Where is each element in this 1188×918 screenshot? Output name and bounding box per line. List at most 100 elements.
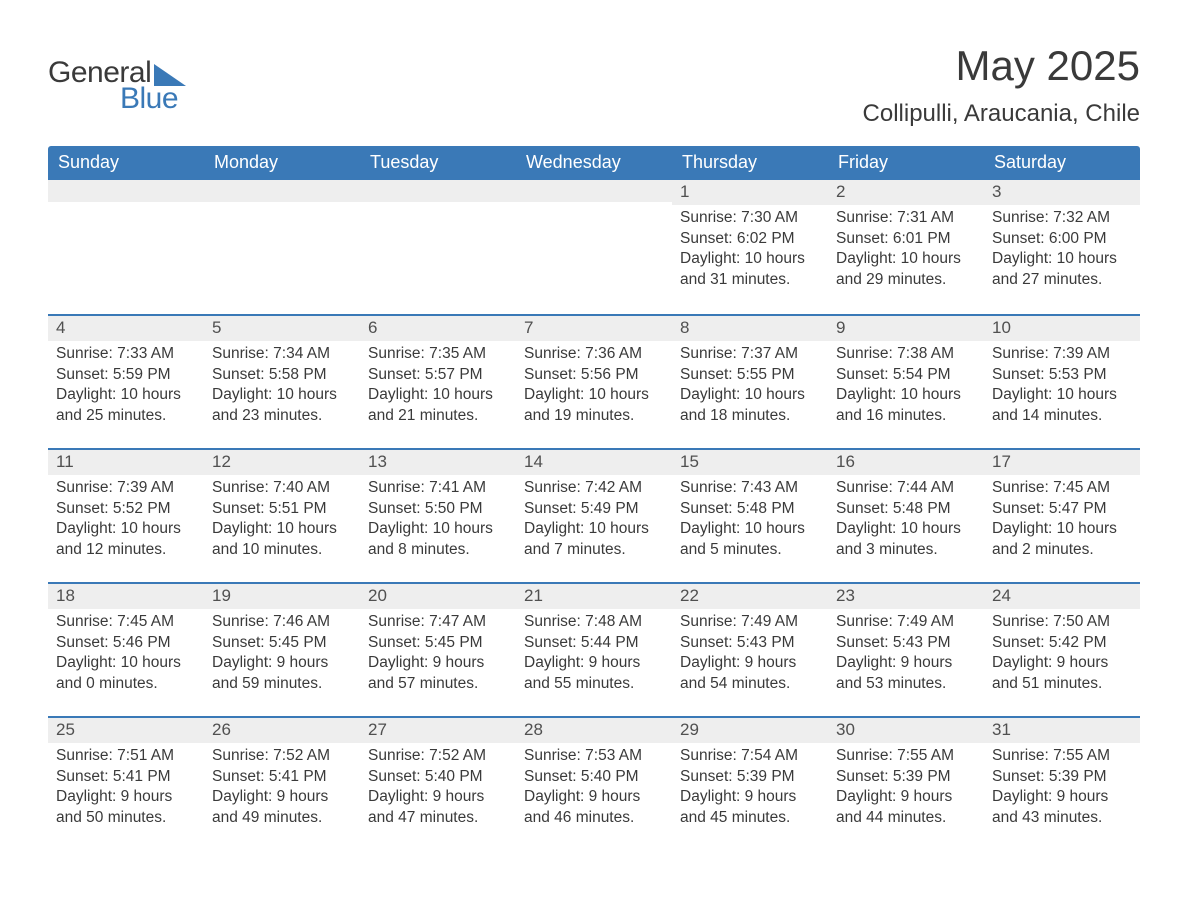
day-number: 6 bbox=[360, 316, 516, 341]
cell-text-line: and 57 minutes. bbox=[368, 674, 508, 694]
cell-text-line: and 18 minutes. bbox=[680, 406, 820, 426]
cell-text-line: Sunset: 5:48 PM bbox=[836, 499, 976, 519]
calendar-cell: 27Sunrise: 7:52 AMSunset: 5:40 PMDayligh… bbox=[360, 716, 516, 850]
day-number: 16 bbox=[828, 450, 984, 475]
cell-text-line: and 14 minutes. bbox=[992, 406, 1132, 426]
cell-text-line: and 44 minutes. bbox=[836, 808, 976, 828]
cell-text-line: and 19 minutes. bbox=[524, 406, 664, 426]
cell-text-line: Sunset: 5:39 PM bbox=[680, 767, 820, 787]
cell-text-line: and 54 minutes. bbox=[680, 674, 820, 694]
calendar-cell bbox=[516, 180, 672, 314]
cell-text-line: Sunrise: 7:44 AM bbox=[836, 478, 976, 498]
day-number: 3 bbox=[984, 180, 1140, 205]
cell-text-line: Sunset: 5:58 PM bbox=[212, 365, 352, 385]
day-number: 21 bbox=[516, 584, 672, 609]
cell-text-line: and 7 minutes. bbox=[524, 540, 664, 560]
day-number: 8 bbox=[672, 316, 828, 341]
calendar-cell: 19Sunrise: 7:46 AMSunset: 5:45 PMDayligh… bbox=[204, 582, 360, 716]
day-number: 27 bbox=[360, 718, 516, 743]
cell-text-line: Sunrise: 7:31 AM bbox=[836, 208, 976, 228]
cell-text-line: and 16 minutes. bbox=[836, 406, 976, 426]
calendar-cell: 21Sunrise: 7:48 AMSunset: 5:44 PMDayligh… bbox=[516, 582, 672, 716]
cell-text-line: Sunrise: 7:41 AM bbox=[368, 478, 508, 498]
cell-text-line: Daylight: 10 hours bbox=[368, 519, 508, 539]
cell-text-line: Sunset: 5:40 PM bbox=[524, 767, 664, 787]
cell-text-line: Sunrise: 7:40 AM bbox=[212, 478, 352, 498]
cell-text-line: and 51 minutes. bbox=[992, 674, 1132, 694]
day-number: 13 bbox=[360, 450, 516, 475]
day-number: 14 bbox=[516, 450, 672, 475]
cell-text-line: Sunrise: 7:55 AM bbox=[992, 746, 1132, 766]
cell-text-line: Sunset: 5:52 PM bbox=[56, 499, 196, 519]
day-number: 31 bbox=[984, 718, 1140, 743]
cell-text-line: and 53 minutes. bbox=[836, 674, 976, 694]
calendar-cell: 29Sunrise: 7:54 AMSunset: 5:39 PMDayligh… bbox=[672, 716, 828, 850]
cell-text-line: Sunrise: 7:36 AM bbox=[524, 344, 664, 364]
title-block: May 2025 Collipulli, Araucania, Chile bbox=[863, 42, 1140, 128]
calendar-cell: 23Sunrise: 7:49 AMSunset: 5:43 PMDayligh… bbox=[828, 582, 984, 716]
cell-text-line: Daylight: 10 hours bbox=[836, 249, 976, 269]
cell-text-line: Sunrise: 7:32 AM bbox=[992, 208, 1132, 228]
cell-text-line: Daylight: 10 hours bbox=[368, 385, 508, 405]
cell-text-line: Sunrise: 7:39 AM bbox=[992, 344, 1132, 364]
cell-text-line: and 8 minutes. bbox=[368, 540, 508, 560]
calendar-cell: 28Sunrise: 7:53 AMSunset: 5:40 PMDayligh… bbox=[516, 716, 672, 850]
day-number: 23 bbox=[828, 584, 984, 609]
cell-text-line: Sunrise: 7:51 AM bbox=[56, 746, 196, 766]
cell-text-line: Sunset: 5:55 PM bbox=[680, 365, 820, 385]
cell-text-line: Sunset: 5:41 PM bbox=[56, 767, 196, 787]
cell-text-line: Sunrise: 7:49 AM bbox=[680, 612, 820, 632]
cell-text-line: Sunrise: 7:43 AM bbox=[680, 478, 820, 498]
cell-text-line: and 45 minutes. bbox=[680, 808, 820, 828]
weekday-header: Thursday bbox=[672, 146, 828, 180]
cell-text-line: Sunset: 6:02 PM bbox=[680, 229, 820, 249]
cell-text-line: Daylight: 9 hours bbox=[680, 653, 820, 673]
cell-text-line: and 31 minutes. bbox=[680, 270, 820, 290]
day-number: 9 bbox=[828, 316, 984, 341]
weekday-header: Sunday bbox=[48, 146, 204, 180]
calendar-cell: 20Sunrise: 7:47 AMSunset: 5:45 PMDayligh… bbox=[360, 582, 516, 716]
day-number: 10 bbox=[984, 316, 1140, 341]
cell-text-line: Sunset: 5:53 PM bbox=[992, 365, 1132, 385]
calendar-cell: 12Sunrise: 7:40 AMSunset: 5:51 PMDayligh… bbox=[204, 448, 360, 582]
calendar-cell: 14Sunrise: 7:42 AMSunset: 5:49 PMDayligh… bbox=[516, 448, 672, 582]
day-number: 20 bbox=[360, 584, 516, 609]
calendar-week: 18Sunrise: 7:45 AMSunset: 5:46 PMDayligh… bbox=[48, 582, 1140, 716]
cell-text-line: Daylight: 9 hours bbox=[992, 787, 1132, 807]
cell-text-line: and 23 minutes. bbox=[212, 406, 352, 426]
cell-text-line: Sunset: 5:45 PM bbox=[368, 633, 508, 653]
cell-text-line: Daylight: 9 hours bbox=[212, 653, 352, 673]
calendar-cell: 2Sunrise: 7:31 AMSunset: 6:01 PMDaylight… bbox=[828, 180, 984, 314]
page-location: Collipulli, Araucania, Chile bbox=[863, 100, 1140, 128]
day-number: 26 bbox=[204, 718, 360, 743]
cell-text-line: Sunset: 5:43 PM bbox=[836, 633, 976, 653]
cell-text-line: Sunset: 5:56 PM bbox=[524, 365, 664, 385]
cell-text-line: Sunset: 5:46 PM bbox=[56, 633, 196, 653]
day-number: 19 bbox=[204, 584, 360, 609]
day-number bbox=[204, 180, 360, 202]
cell-text-line: Daylight: 10 hours bbox=[56, 653, 196, 673]
calendar-week: 4Sunrise: 7:33 AMSunset: 5:59 PMDaylight… bbox=[48, 314, 1140, 448]
calendar-cell: 10 Sunrise: 7:39 AMSunset: 5:53 PMDayligh… bbox=[984, 314, 1140, 448]
calendar-cell: 30Sunrise: 7:55 AMSunset: 5:39 PMDayligh… bbox=[828, 716, 984, 850]
page-header: General Blue May 2025 Collipulli, Arauca… bbox=[48, 42, 1140, 128]
day-number: 4 bbox=[48, 316, 204, 341]
weekday-header: Wednesday bbox=[516, 146, 672, 180]
cell-text-line: Sunrise: 7:52 AM bbox=[368, 746, 508, 766]
cell-text-line: Daylight: 10 hours bbox=[836, 385, 976, 405]
cell-text-line: Sunrise: 7:30 AM bbox=[680, 208, 820, 228]
cell-text-line: Daylight: 10 hours bbox=[992, 385, 1132, 405]
cell-text-line: Sunrise: 7:45 AM bbox=[992, 478, 1132, 498]
cell-text-line: Sunrise: 7:50 AM bbox=[992, 612, 1132, 632]
cell-text-line: and 25 minutes. bbox=[56, 406, 196, 426]
cell-text-line: and 59 minutes. bbox=[212, 674, 352, 694]
day-number: 1 bbox=[672, 180, 828, 205]
cell-text-line: and 10 minutes. bbox=[212, 540, 352, 560]
cell-text-line: Daylight: 9 hours bbox=[524, 787, 664, 807]
cell-text-line: and 21 minutes. bbox=[368, 406, 508, 426]
weekday-header: Tuesday bbox=[360, 146, 516, 180]
day-number: 15 bbox=[672, 450, 828, 475]
calendar-cell bbox=[360, 180, 516, 314]
day-number: 7 bbox=[516, 316, 672, 341]
cell-text-line: and 55 minutes. bbox=[524, 674, 664, 694]
